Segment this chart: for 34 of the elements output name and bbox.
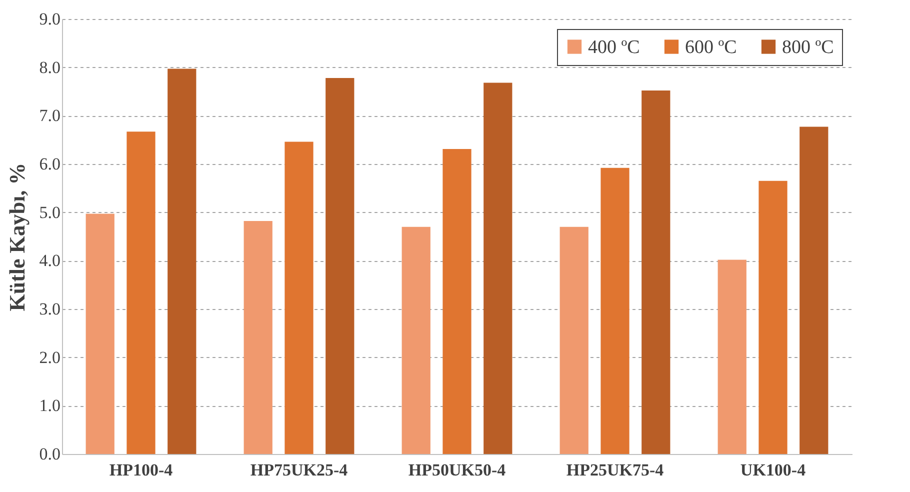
bar (484, 82, 512, 454)
legend-label: 400 ºC (588, 36, 640, 58)
bar (600, 168, 630, 454)
bar (718, 260, 746, 454)
y-axis-title: Kütle Kaybı, % (4, 162, 30, 312)
x-tick-label: HP75UK25-4 (250, 460, 348, 480)
bar (126, 132, 156, 454)
x-tick-label: HP100-4 (109, 460, 174, 480)
bar (244, 221, 272, 454)
bar (402, 226, 430, 454)
x-tick-label: HP25UK75-4 (566, 460, 664, 480)
y-tick-label: 8.0 (39, 58, 60, 77)
y-tick-label: 4.0 (39, 251, 60, 270)
legend-label: 800 ºC (782, 36, 834, 58)
x-tick-label: UK100-4 (740, 460, 806, 480)
bar (168, 68, 196, 454)
bar (758, 180, 788, 454)
bar (642, 90, 670, 454)
y-tick-label: 9.0 (39, 10, 60, 28)
legend-label: 600 ºC (685, 36, 737, 58)
bar (800, 126, 828, 454)
bar (284, 142, 314, 454)
bar (326, 78, 354, 454)
x-tick-label: HP50UK50-4 (408, 460, 506, 480)
y-tick-label: 2.0 (39, 348, 60, 367)
y-tick-label: 1.0 (39, 396, 60, 416)
y-tick-label: 7.0 (39, 106, 60, 126)
y-tick-label: 5.0 (39, 202, 60, 222)
y-tick-label: 0.0 (39, 444, 60, 464)
bar (86, 214, 114, 454)
bar (560, 226, 588, 454)
y-tick-label: 6.0 (39, 154, 60, 174)
y-tick-label: 3.0 (39, 300, 60, 318)
bar (442, 149, 472, 454)
